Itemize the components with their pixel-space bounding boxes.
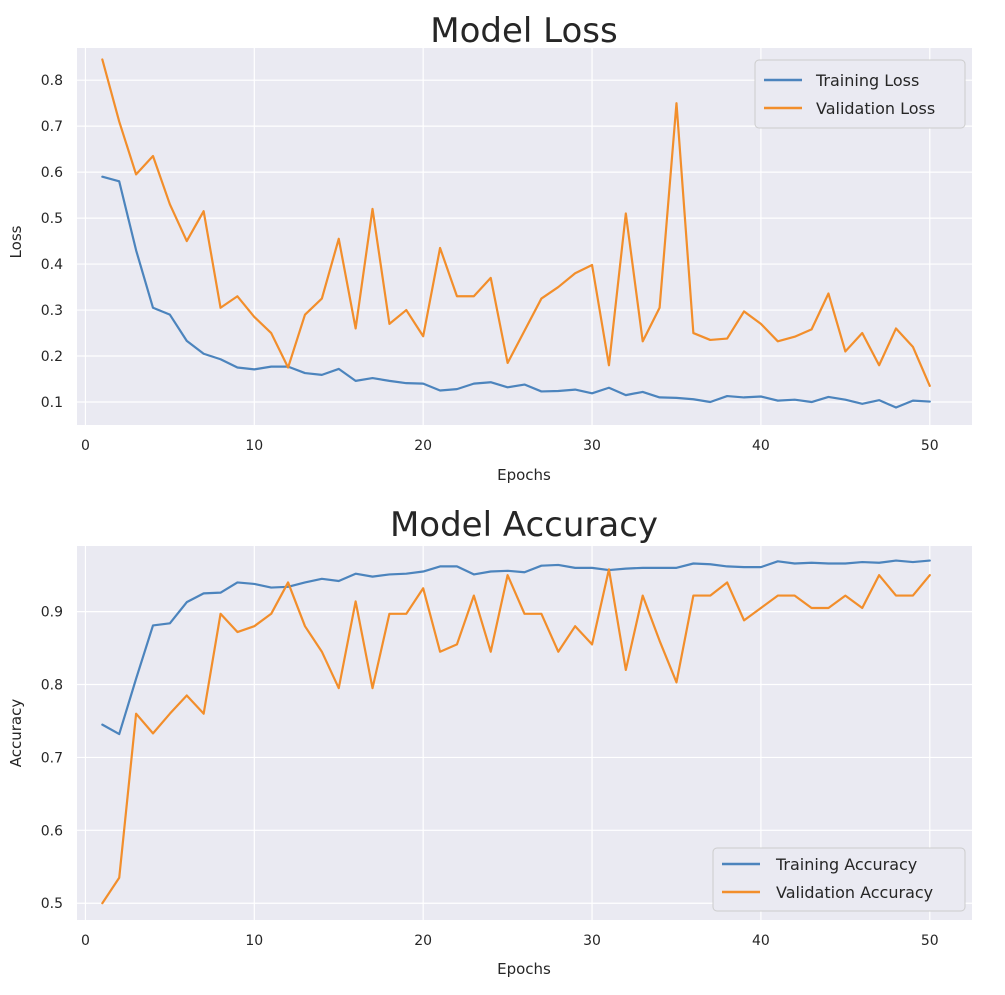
loss-x-axis-label: Epochs bbox=[497, 466, 551, 484]
accuracy-y-tick-label: 0.7 bbox=[41, 750, 63, 766]
legend-label-training-loss: Training Loss bbox=[815, 71, 919, 90]
loss-legend: Training Loss Validation Loss bbox=[754, 59, 966, 129]
accuracy-y-tick-label: 0.8 bbox=[41, 678, 63, 694]
legend-label-validation-loss: Validation Loss bbox=[816, 99, 935, 118]
loss-series bbox=[101, 58, 931, 409]
loss-legend-box bbox=[754, 59, 966, 129]
loss-x-tick-label: 40 bbox=[752, 438, 770, 454]
loss-x-tick-label: 20 bbox=[414, 438, 432, 454]
accuracy-y-axis-label: Accuracy bbox=[7, 699, 25, 768]
loss-y-tick-label: 0.5 bbox=[41, 211, 63, 227]
series-line-validation-loss bbox=[101, 58, 931, 388]
loss-y-tick-label: 0.7 bbox=[41, 119, 63, 135]
accuracy-tick-labels: 0 10 20 30 40 50 0.5 0.6 0.7 0.8 0.9 bbox=[41, 605, 939, 949]
accuracy-series bbox=[101, 559, 931, 905]
loss-chart: Model Loss 0 10 20 30 40 50 0.1 0.2 0.3 0.4 0.5 0.6… bbox=[7, 11, 972, 484]
loss-x-tick-label: 50 bbox=[921, 438, 939, 454]
accuracy-chart: Model Accuracy 0 10 20 30 40 50 0.5 0.6 0.7 0.8 0.… bbox=[7, 505, 972, 978]
accuracy-x-tick-label: 10 bbox=[245, 933, 263, 949]
accuracy-x-tick-label: 0 bbox=[81, 933, 90, 949]
loss-tick-labels: 0 10 20 30 40 50 0.1 0.2 0.3 0.4 0.5 0.6 0.7 0.8 bbox=[41, 73, 939, 454]
loss-chart-title: Model Loss bbox=[430, 11, 617, 51]
accuracy-legend: Training Accuracy Validation Accuracy bbox=[712, 847, 966, 912]
loss-x-tick-label: 10 bbox=[245, 438, 263, 454]
loss-y-tick-label: 0.2 bbox=[41, 349, 63, 365]
loss-y-tick-label: 0.3 bbox=[41, 303, 63, 319]
accuracy-x-axis-label: Epochs bbox=[497, 960, 551, 978]
loss-y-tick-label: 0.4 bbox=[41, 257, 63, 273]
accuracy-x-tick-label: 50 bbox=[921, 933, 939, 949]
loss-x-tick-label: 0 bbox=[81, 438, 90, 454]
accuracy-x-tick-label: 40 bbox=[752, 933, 770, 949]
accuracy-x-tick-label: 30 bbox=[583, 933, 601, 949]
accuracy-y-tick-label: 0.9 bbox=[41, 605, 63, 621]
accuracy-y-tick-label: 0.6 bbox=[41, 823, 63, 839]
loss-x-tick-label: 30 bbox=[583, 438, 601, 454]
legend-label-validation-accuracy: Validation Accuracy bbox=[776, 883, 933, 902]
series-line-validation-accuracy bbox=[101, 568, 931, 905]
loss-grid bbox=[77, 48, 972, 425]
loss-y-tick-label: 0.6 bbox=[41, 165, 63, 181]
accuracy-legend-box bbox=[712, 847, 966, 912]
loss-y-tick-label: 0.8 bbox=[41, 73, 63, 89]
accuracy-y-tick-label: 0.5 bbox=[41, 896, 63, 912]
series-line-training-accuracy bbox=[101, 559, 931, 736]
accuracy-chart-title: Model Accuracy bbox=[390, 505, 658, 545]
legend-label-training-accuracy: Training Accuracy bbox=[775, 855, 917, 874]
accuracy-x-tick-label: 20 bbox=[414, 933, 432, 949]
loss-y-tick-label: 0.1 bbox=[41, 395, 63, 411]
series-line-training-loss bbox=[101, 175, 931, 409]
loss-y-axis-label: Loss bbox=[7, 225, 25, 258]
